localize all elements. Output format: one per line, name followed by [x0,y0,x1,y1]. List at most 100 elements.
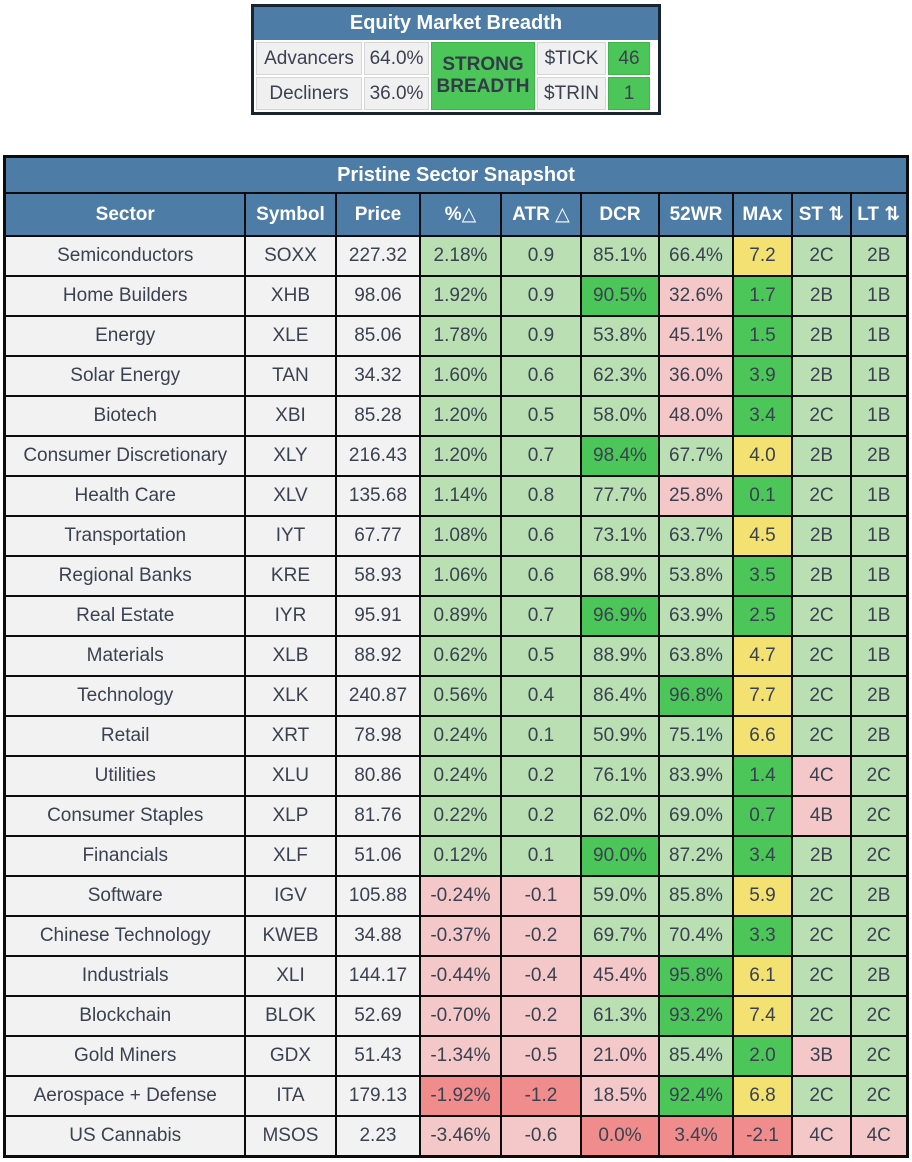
cell-pct-change: 2.18% [418,235,502,277]
cell-lt-sort: 1B [849,595,909,637]
cell-max: 0.7 [731,795,793,837]
cell-lt-sort: 2C [849,755,909,797]
cell-52wr: 85.4% [657,1035,734,1077]
table-row: Consumer Staples XLP 81.76 0.22% 0.2 62.0% 69.… [3,795,909,837]
cell-sector: Retail [3,715,246,757]
table-row: Retail XRT 78.98 0.24% 0.1 50.9% 75.1% 6.6 2C 2B [3,715,909,757]
table-row: Biotech XBI 85.28 1.20% 0.5 58.0% 48.0% 3.4 2C 1B [3,395,909,437]
cell-max: -2.1 [731,1115,793,1158]
cell-dcr: 21.0% [579,1035,660,1077]
cell-max: 3.3 [731,915,793,957]
cell-pct-change: 0.22% [418,795,502,837]
cell-atr-change: 0.2 [499,755,582,797]
table-row: Consumer Discretionary XLY 216.43 1.20% 0.7 9… [3,435,909,477]
cell-symbol: KWEB [243,915,337,957]
cell-price: 34.88 [334,915,421,957]
cell-atr-change: 0.1 [499,835,582,877]
cell-pct-change: 1.60% [418,355,502,397]
cell-pct-change: 1.20% [418,395,502,437]
cell-dcr: 61.3% [579,995,660,1037]
cell-price: 85.28 [334,395,421,437]
cell-52wr: 83.9% [657,755,734,797]
cell-max: 6.8 [731,1075,793,1117]
cell-atr-change: -0.2 [499,995,582,1037]
cell-52wr: 92.4% [657,1075,734,1117]
cell-lt-sort: 1B [849,275,909,317]
cell-st-sort: 2C [790,395,852,437]
cell-atr-change: 0.8 [499,475,582,517]
cell-lt-sort: 1B [849,315,909,357]
cell-symbol: IGV [243,875,337,917]
table-row: Health Care XLV 135.68 1.14% 0.8 77.7% 25.8% 0.… [3,475,909,517]
cell-price: 2.23 [334,1115,421,1158]
column-header-price: Price [334,192,421,237]
cell-atr-change: 0.9 [499,235,582,277]
cell-max: 4.5 [731,515,793,557]
cell-max: 7.7 [731,675,793,717]
trin-label: $TRIN [537,77,606,110]
column-header-lt-sort[interactable]: LT ⇅ [849,192,909,237]
decliners-label: Decliners [256,77,362,110]
cell-52wr: 63.7% [657,515,734,557]
cell-sector: Transportation [3,515,246,557]
cell-lt-sort: 4C [849,1115,909,1158]
cell-sector: Consumer Discretionary [3,435,246,477]
cell-dcr: 96.9% [579,595,660,637]
column-header-atr-change: ATR △ [499,192,582,237]
cell-symbol: XLK [243,675,337,717]
cell-max: 1.4 [731,755,793,797]
cell-symbol: XHB [243,275,337,317]
cell-sector: US Cannabis [3,1115,246,1158]
cell-symbol: GDX [243,1035,337,1077]
cell-lt-sort: 2B [849,435,909,477]
cell-pct-change: -0.24% [418,875,502,917]
cell-dcr: 18.5% [579,1075,660,1117]
cell-max: 4.0 [731,435,793,477]
cell-atr-change: 0.6 [499,515,582,557]
cell-price: 216.43 [334,435,421,477]
cell-price: 105.88 [334,875,421,917]
cell-pct-change: 1.14% [418,475,502,517]
breadth-grid: Advancers 64.0% STRONG BREADTH $TICK 46 … [254,40,658,112]
cell-52wr: 85.8% [657,875,734,917]
cell-symbol: IYT [243,515,337,557]
cell-lt-sort: 1B [849,555,909,597]
trin-value: 1 [608,77,650,110]
cell-dcr: 85.1% [579,235,660,277]
cell-pct-change: 1.08% [418,515,502,557]
cell-price: 67.77 [334,515,421,557]
cell-atr-change: 0.5 [499,395,582,437]
cell-lt-sort: 2C [849,1035,909,1077]
cell-lt-sort: 2C [849,1075,909,1117]
column-header-pct-change: %△ [418,192,502,237]
table-row: Aerospace + Defense ITA 179.13 -1.92% -1.2 18… [3,1075,909,1117]
cell-dcr: 62.0% [579,795,660,837]
cell-atr-change: -0.6 [499,1115,582,1158]
cell-pct-change: -0.44% [418,955,502,997]
cell-sector: Semiconductors [3,235,246,277]
advancers-value: 64.0% [364,42,429,75]
cell-max: 7.4 [731,995,793,1037]
cell-st-sort: 2C [790,595,852,637]
sector-snapshot-table: Pristine Sector Snapshot Sector Symbol Pri… [3,155,909,1158]
cell-atr-change: 0.2 [499,795,582,837]
cell-lt-sort: 2B [849,235,909,277]
cell-pct-change: 0.24% [418,755,502,797]
tick-value: 46 [608,42,650,75]
cell-price: 80.86 [334,755,421,797]
cell-sector: Regional Banks [3,555,246,597]
cell-max: 3.9 [731,355,793,397]
cell-dcr: 86.4% [579,675,660,717]
cell-st-sort: 2B [790,555,852,597]
cell-symbol: XLY [243,435,337,477]
cell-sector: Blockchain [3,995,246,1037]
cell-max: 1.5 [731,315,793,357]
cell-symbol: XBI [243,395,337,437]
cell-max: 1.7 [731,275,793,317]
cell-st-sort: 2C [790,995,852,1037]
cell-sector: Consumer Staples [3,795,246,837]
column-header-row: Sector Symbol Price %△ ATR △ DCR 52WR MAx ST ⇅ LT… [3,192,909,237]
column-header-st-sort[interactable]: ST ⇅ [790,192,852,237]
cell-price: 58.93 [334,555,421,597]
cell-dcr: 45.4% [579,955,660,997]
